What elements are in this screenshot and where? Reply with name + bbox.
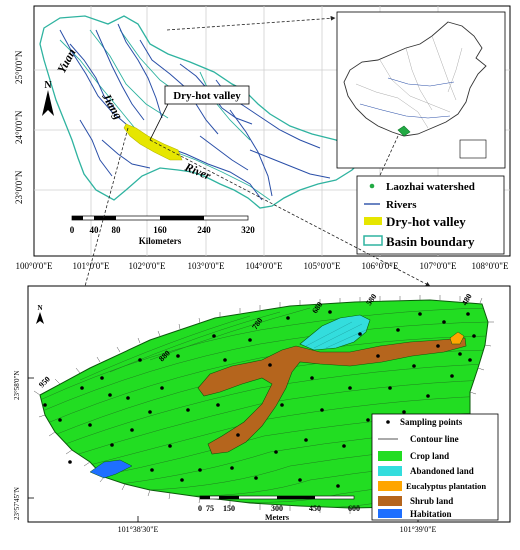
china-inset xyxy=(336,11,506,169)
south-china-sea-inset xyxy=(459,139,487,159)
bottom-scale-75: 75 xyxy=(206,504,214,513)
inset-arrow xyxy=(166,15,336,31)
bottom-scale-450: 450 xyxy=(309,504,321,513)
top-scale-160: 160 xyxy=(153,225,167,235)
connector-right xyxy=(149,139,431,287)
top-lon-106: 106°0'0"E xyxy=(362,261,399,271)
legend-crop-symbol xyxy=(378,451,402,461)
legend-label-sampling: Sampling points xyxy=(400,417,463,427)
top-lon-108: 108°0'0"E xyxy=(472,261,509,271)
north-arrow-bottom: N xyxy=(36,304,44,324)
top-scale-0: 0 xyxy=(70,225,75,235)
top-scale-40: 40 xyxy=(90,225,100,235)
legend-label-shrub: Shrub land xyxy=(410,496,453,506)
bottom-lat-5745: 23°57'45"N xyxy=(13,487,21,520)
china-outline xyxy=(343,21,487,137)
legend-label-rivers: Rivers xyxy=(386,199,417,211)
legend-valley-symbol xyxy=(364,217,382,225)
sub-basin-divides xyxy=(59,29,271,201)
bottom-lon-39: 101°39'0"E xyxy=(400,525,437,534)
legend-point-symbol xyxy=(369,183,375,189)
legend-label-boundary: Basin boundary xyxy=(386,234,475,249)
bottom-scale-300: 300 xyxy=(271,504,283,513)
north-label-bottom: N xyxy=(37,304,42,312)
legend-sampling-symbol xyxy=(386,420,390,424)
legend-label-crop: Crop land xyxy=(410,451,449,461)
study-area-marker xyxy=(397,125,411,137)
top-scale-320: 320 xyxy=(241,225,255,235)
habitation xyxy=(89,459,133,479)
top-scale-unit: Kilometers xyxy=(139,236,182,246)
top-lon-107: 107°0'0"E xyxy=(420,261,457,271)
bottom-lat-58: 23°58'0"N xyxy=(13,371,21,400)
legend-boundary-symbol xyxy=(363,235,383,246)
top-lon-labels: 100°0'0"E 101°0'0"E 102°0'0"E 103°0'0"E … xyxy=(16,261,509,271)
legend-habitation-symbol xyxy=(378,509,402,518)
bottom-lon-3830: 101°38'30"E xyxy=(118,525,159,534)
bottom-scale-600: 600 xyxy=(348,504,360,513)
bottom-scale-unit: Meters xyxy=(265,513,289,522)
top-lat-23: 23°0'0"N xyxy=(14,170,24,204)
top-lon-105: 105°0'0"E xyxy=(304,261,341,271)
north-label-top: N xyxy=(44,80,52,91)
top-lon-100: 100°0'0"E xyxy=(16,261,53,271)
shrub-land xyxy=(197,337,467,455)
top-lon-102: 102°0'0"E xyxy=(129,261,166,271)
bottom-map: 950 880 780 680 580 480 N Sampling point… xyxy=(13,285,511,534)
top-lon-103: 103°0'0"E xyxy=(188,261,225,271)
top-lat-25: 25°0'0"N xyxy=(14,50,24,84)
bottom-legend: Sampling points Contour line Crop land A… xyxy=(371,413,499,521)
legend-abandoned-symbol xyxy=(378,466,402,476)
top-scale-240: 240 xyxy=(197,225,211,235)
basin-boundary xyxy=(39,15,363,209)
inset-frame xyxy=(336,11,506,169)
sampling-points xyxy=(43,310,476,488)
legend-eucalyptus-symbol xyxy=(378,481,402,491)
dry-hot-valley-area xyxy=(123,123,183,161)
north-arrow-top: N xyxy=(42,80,54,116)
bottom-scale-bar: 0 75 150 300 450 600 Meters xyxy=(198,495,360,522)
top-scale-bar: 0 40 80 160 240 320 Kilometers xyxy=(70,215,255,246)
bottom-scale-0: 0 xyxy=(198,504,202,513)
top-lat-24: 24°0'0"N xyxy=(14,110,24,144)
top-map: Yuan Jiang River Dry-hot valley N xyxy=(14,5,511,271)
callout-label: Dry-hot valley xyxy=(173,90,241,102)
bottom-scale-150: 150 xyxy=(223,504,235,513)
inset-rivers xyxy=(359,77,455,119)
top-lon-101: 101°0'0"E xyxy=(73,261,110,271)
top-legend: Laozhai watershed Rivers Dry-hot valley … xyxy=(356,175,505,255)
top-lon-104: 104°0'0"E xyxy=(246,261,283,271)
legend-label-laozhai: Laozhai watershed xyxy=(386,181,475,193)
callout-leader xyxy=(149,103,169,141)
legend-label-eucalyptus: Eucalyptus plantation xyxy=(406,481,486,491)
legend-label-abandoned: Abandoned land xyxy=(410,466,474,476)
legend-label-valley: Dry-hot valley xyxy=(386,214,466,229)
connector-left xyxy=(83,127,129,291)
abandoned-land xyxy=(299,314,371,351)
legend-label-contour: Contour line xyxy=(410,434,459,444)
eucalyptus-plantation xyxy=(449,331,465,345)
top-scale-80: 80 xyxy=(112,225,122,235)
callout-box xyxy=(164,85,250,105)
legend-label-habitation: Habitation xyxy=(410,509,452,519)
legend-shrub-symbol xyxy=(378,496,402,506)
